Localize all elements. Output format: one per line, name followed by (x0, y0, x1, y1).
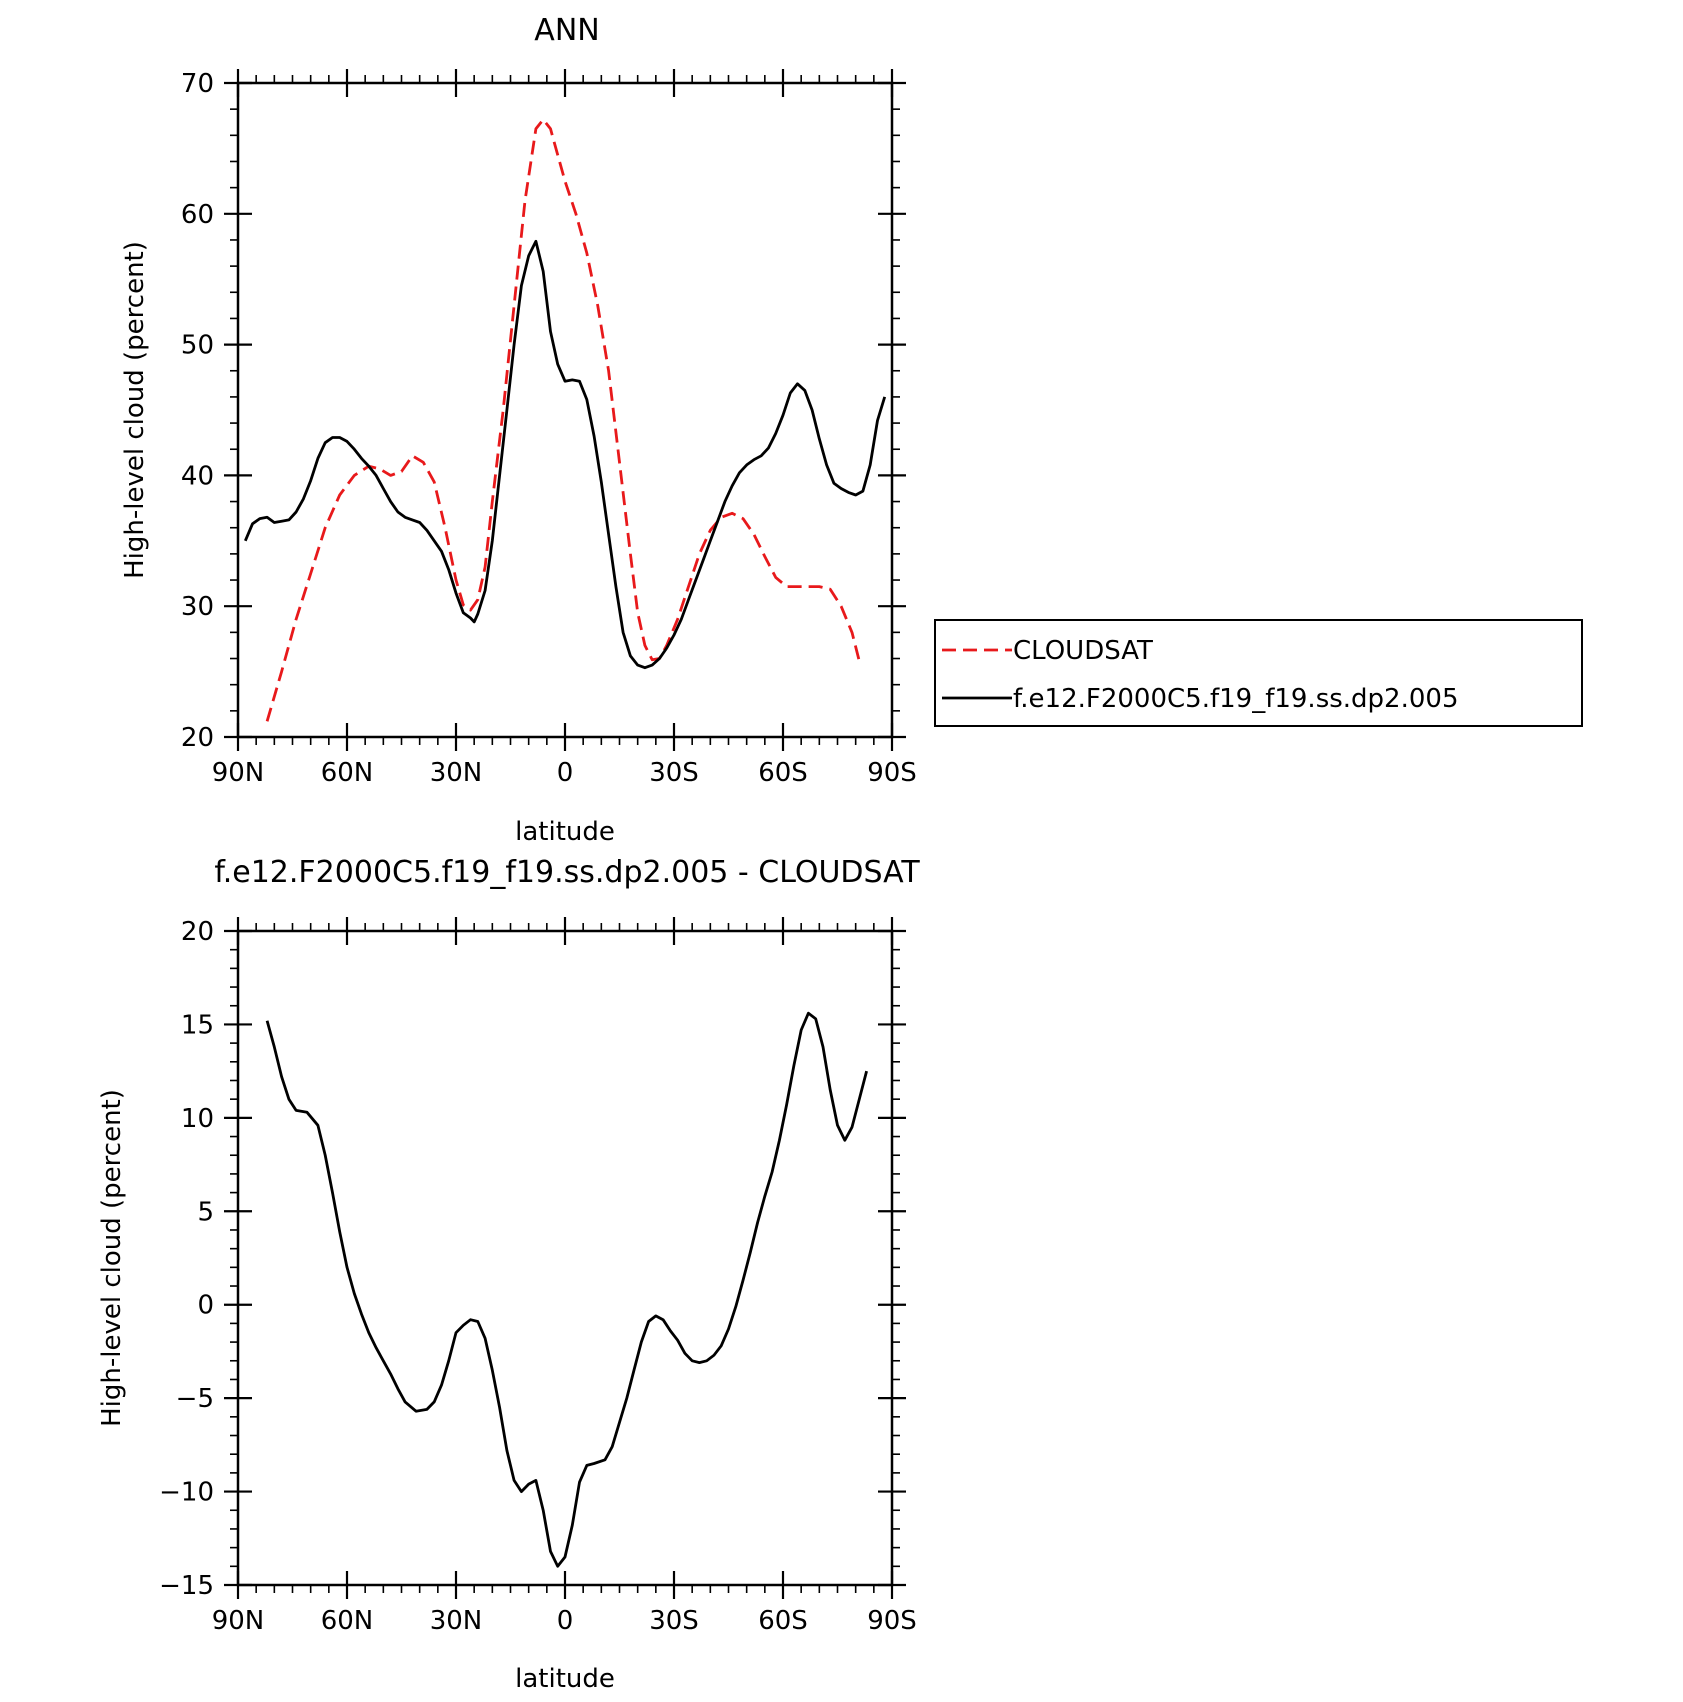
bottom-y-tick-labels: −15 −10 −5 0 5 10 15 20 (159, 917, 214, 1601)
bottom-y-tick-label-5: 5 (197, 1197, 214, 1227)
bottom-panel: f.e12.F2000C5.f19_f19.ss.dp2.005 - CLOUD… (97, 855, 920, 1694)
bottom-x-tick-label-60s: 60S (758, 1606, 808, 1636)
top-x-tick-label-90s: 90S (867, 758, 917, 788)
bottom-y-tick-label-20: 20 (181, 917, 214, 947)
legend-label-cloudsat: CLOUDSAT (1013, 636, 1153, 666)
bottom-x-tick-label-0: 0 (557, 1606, 574, 1636)
legend: CLOUDSAT f.e12.F2000C5.f19_f19.ss.dp2.00… (934, 619, 1583, 727)
series-line-cloudsat (265, 118, 861, 722)
bottom-x-tick-labels: 90N 60N 30N 0 30S 60S 90S (212, 1606, 917, 1636)
bottom-ticks (224, 917, 906, 1599)
top-x-tick-labels: 90N 60N 30N 0 30S 60S 90S (212, 758, 917, 788)
bottom-x-tick-label-90s: 90S (867, 1606, 917, 1636)
top-x-axis-label: latitude (515, 817, 615, 847)
bottom-y-tick-label-minus5: −5 (176, 1384, 214, 1414)
bottom-y-axis-label: High-level cloud (percent) (97, 1089, 127, 1427)
series-line-model (244, 239, 887, 670)
top-x-tick-label-90n: 90N (212, 758, 265, 788)
top-x-tick-label-30n: 30N (430, 758, 483, 788)
top-y-tick-label-30: 30 (181, 592, 214, 622)
top-ticks (224, 69, 906, 751)
top-chart-title: ANN (534, 13, 599, 48)
top-y-tick-label-20: 20 (181, 723, 214, 753)
top-y-tick-labels: 20 30 40 50 60 70 (181, 69, 214, 753)
legend-label-model: f.e12.F2000C5.f19_f19.ss.dp2.005 (1013, 684, 1459, 714)
bottom-x-tick-label-90n: 90N (212, 1606, 265, 1636)
bottom-x-axis-label: latitude (515, 1664, 615, 1694)
legend-box (934, 619, 1583, 727)
bottom-x-tick-label-30s: 30S (649, 1606, 699, 1636)
bottom-chart-title: f.e12.F2000C5.f19_f19.ss.dp2.005 - CLOUD… (214, 855, 920, 890)
top-panel: ANN 90N 60N 30N 0 30S 60S 90S 20 30 40 5… (120, 13, 1583, 847)
top-x-tick-label-0: 0 (557, 758, 574, 788)
top-x-tick-label-60s: 60S (758, 758, 808, 788)
bottom-x-tick-label-60n: 60N (321, 1606, 374, 1636)
bottom-plot-frame (236, 929, 894, 1587)
top-y-tick-label-40: 40 (181, 461, 214, 491)
top-y-tick-label-70: 70 (181, 69, 214, 99)
top-y-tick-label-50: 50 (181, 331, 214, 361)
series-line-difference (265, 1011, 868, 1568)
bottom-y-tick-label-minus10: −10 (159, 1478, 214, 1508)
top-plot-frame (236, 81, 894, 739)
bottom-y-tick-label-0: 0 (197, 1291, 214, 1321)
bottom-y-tick-label-15: 15 (181, 1010, 214, 1040)
top-x-tick-label-60n: 60N (321, 758, 374, 788)
top-x-tick-label-30s: 30S (649, 758, 699, 788)
bottom-x-tick-label-30n: 30N (430, 1606, 483, 1636)
top-y-tick-label-60: 60 (181, 200, 214, 230)
bottom-y-tick-label-10: 10 (181, 1104, 214, 1134)
bottom-y-tick-label-minus15: −15 (159, 1571, 214, 1601)
top-y-axis-label: High-level cloud (percent) (120, 241, 150, 579)
